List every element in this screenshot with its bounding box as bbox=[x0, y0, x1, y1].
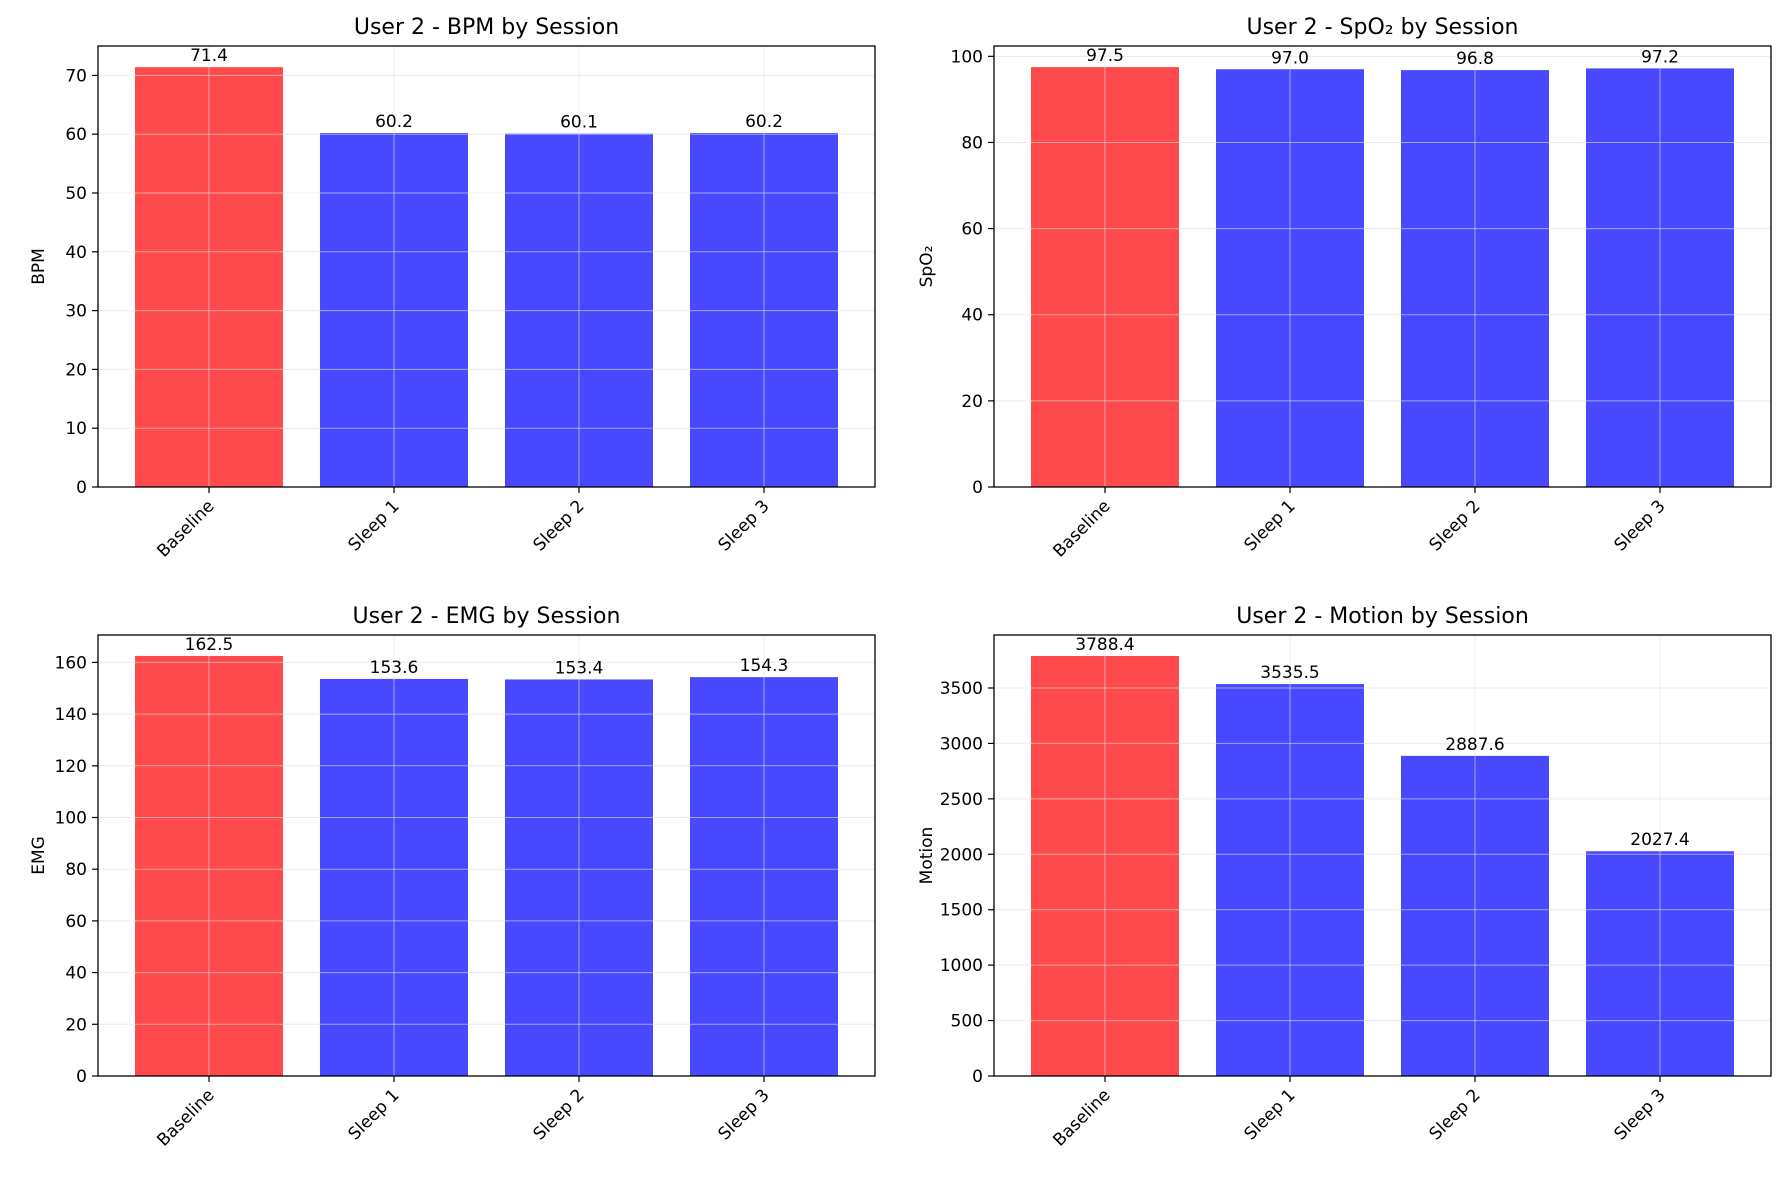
y-axis-label: BPM bbox=[29, 248, 49, 285]
x-tick-label: Sleep 1 bbox=[1241, 1085, 1300, 1144]
y-tick-label: 160 bbox=[55, 653, 87, 673]
x-tick-label: Sleep 2 bbox=[1426, 496, 1485, 555]
y-tick-label: 40 bbox=[65, 243, 87, 263]
y-tick-label: 1500 bbox=[940, 901, 983, 921]
bar-value-label: 60.2 bbox=[745, 112, 783, 132]
chart-title: User 2 - SpO₂ by Session bbox=[1246, 15, 1518, 40]
y-tick-label: 3000 bbox=[940, 734, 983, 754]
bar-value-label: 2027.4 bbox=[1630, 830, 1689, 850]
plot-frame bbox=[993, 634, 1772, 1077]
y-axis-label: Motion bbox=[917, 827, 937, 885]
x-tick-label: Baseline bbox=[1049, 1085, 1114, 1150]
bar-value-label: 153.4 bbox=[555, 658, 604, 678]
x-tick-label: Sleep 3 bbox=[1611, 496, 1670, 555]
y-tick-label: 40 bbox=[65, 964, 87, 984]
plot-frame bbox=[97, 634, 876, 1077]
x-tick-label: Sleep 2 bbox=[1426, 1085, 1485, 1144]
x-tick-label: Sleep 3 bbox=[715, 1085, 774, 1144]
y-tick-label: 60 bbox=[65, 125, 87, 145]
bar-value-label: 97.0 bbox=[1271, 48, 1309, 68]
y-tick-label: 2500 bbox=[940, 790, 983, 810]
x-tick-label: Baseline bbox=[1049, 496, 1114, 561]
bar-value-label: 2887.6 bbox=[1445, 735, 1504, 755]
y-tick-label: 500 bbox=[951, 1012, 983, 1032]
bar-value-label: 60.2 bbox=[375, 112, 413, 132]
y-tick-label: 2000 bbox=[940, 845, 983, 865]
y-tick-label: 40 bbox=[961, 306, 983, 326]
x-tick-label: Sleep 2 bbox=[530, 1085, 589, 1144]
bar-value-label: 60.1 bbox=[560, 113, 598, 133]
y-tick-label: 10 bbox=[65, 419, 87, 439]
y-axis-label: EMG bbox=[29, 836, 49, 875]
bar-value-label: 154.3 bbox=[740, 656, 789, 676]
y-tick-label: 120 bbox=[55, 757, 87, 777]
y-tick-label: 30 bbox=[65, 302, 87, 322]
y-tick-label: 20 bbox=[65, 1015, 87, 1035]
x-tick-label: Baseline bbox=[153, 1085, 218, 1150]
plot-frame bbox=[97, 45, 876, 488]
y-axis-label: SpO₂ bbox=[917, 246, 937, 288]
y-tick-label: 20 bbox=[961, 392, 983, 412]
y-tick-label: 1000 bbox=[940, 956, 983, 976]
y-tick-label: 0 bbox=[76, 478, 87, 498]
y-tick-label: 0 bbox=[972, 1067, 983, 1087]
chart-panel-2: 0 20 40 60 80 100 Baseline Sleep 1 Sleep 2 Sleep … bbox=[917, 15, 1772, 562]
x-tick-label: Sleep 2 bbox=[530, 496, 589, 555]
x-tick-label: Baseline bbox=[153, 496, 218, 561]
chart-title: User 2 - Motion by Session bbox=[1236, 604, 1529, 629]
x-tick-label: Sleep 1 bbox=[345, 496, 404, 555]
y-tick-label: 100 bbox=[55, 809, 87, 829]
y-tick-label: 20 bbox=[65, 360, 87, 380]
plot-frame bbox=[993, 45, 1772, 488]
chart-title: User 2 - BPM by Session bbox=[354, 15, 619, 40]
x-tick-label: Sleep 1 bbox=[345, 1085, 404, 1144]
x-tick-label: Sleep 1 bbox=[1241, 496, 1300, 555]
bar-value-label: 3535.5 bbox=[1260, 663, 1319, 683]
y-tick-label: 50 bbox=[65, 184, 87, 204]
bar-value-label: 71.4 bbox=[190, 46, 228, 66]
y-tick-label: 70 bbox=[65, 66, 87, 86]
y-tick-label: 80 bbox=[65, 860, 87, 880]
y-tick-label: 100 bbox=[951, 47, 983, 67]
y-tick-label: 80 bbox=[961, 133, 983, 153]
y-tick-label: 140 bbox=[55, 705, 87, 725]
x-tick-label: Sleep 3 bbox=[715, 496, 774, 555]
y-tick-label: 3500 bbox=[940, 679, 983, 699]
chart-panel-3: 0 20 40 60 80 100 120 140 160 Baseline Sleep 1 Slee… bbox=[29, 604, 876, 1151]
y-tick-label: 0 bbox=[972, 478, 983, 498]
x-tick-label: Sleep 3 bbox=[1611, 1085, 1670, 1144]
bar-value-label: 3788.4 bbox=[1075, 635, 1134, 655]
y-tick-label: 60 bbox=[961, 220, 983, 240]
chart-panel-4: 0 500 1000 1500 2000 2500 3000 3500 Baseline Slee… bbox=[917, 604, 1772, 1151]
bar-value-label: 153.6 bbox=[370, 658, 419, 678]
y-tick-label: 0 bbox=[76, 1067, 87, 1087]
bar-value-label: 96.8 bbox=[1456, 49, 1494, 69]
chart-panel-1: 0 10 20 30 40 50 60 70 Baseline Sleep 1 Sleep 2 Sle… bbox=[29, 15, 876, 562]
chart-title: User 2 - EMG by Session bbox=[353, 604, 621, 629]
bar-value-label: 97.2 bbox=[1641, 47, 1679, 67]
y-tick-label: 60 bbox=[65, 912, 87, 932]
bar-value-label: 162.5 bbox=[185, 635, 234, 655]
bar-value-label: 97.5 bbox=[1086, 46, 1124, 66]
